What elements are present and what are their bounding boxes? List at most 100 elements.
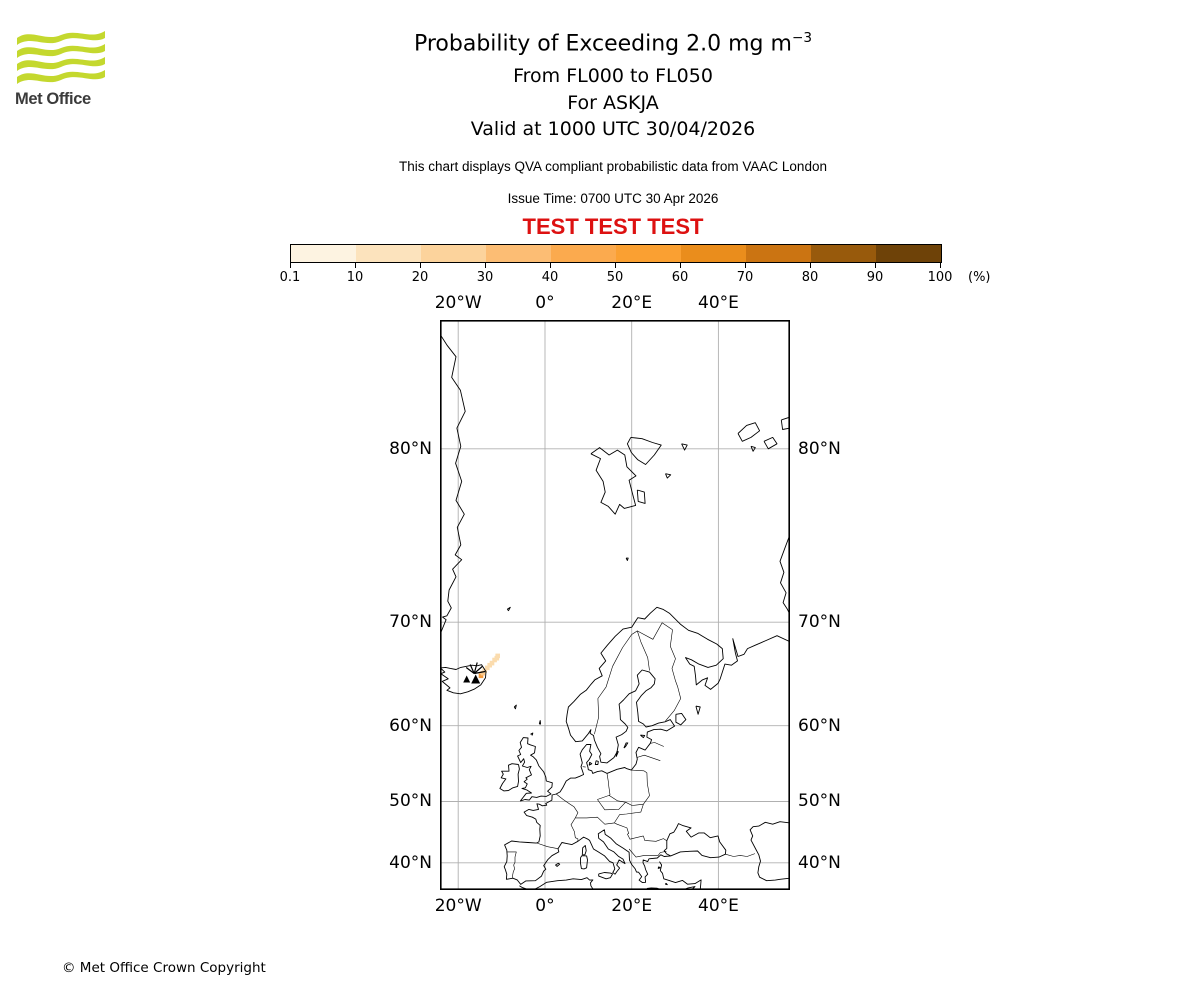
latitude-label-left: 40°N bbox=[389, 852, 432, 873]
country-border bbox=[650, 742, 664, 747]
ash-plume-cell bbox=[489, 660, 495, 666]
test-banner: TEST TEST TEST bbox=[522, 214, 704, 239]
colorbar-unit-label: (%) bbox=[968, 270, 991, 285]
colorbar-tick bbox=[420, 263, 421, 268]
colorbar-tick bbox=[355, 263, 356, 268]
page-title-exponent: −3 bbox=[791, 30, 813, 46]
colorbar-tick-label: 20 bbox=[411, 270, 429, 285]
volcano-eruption-ray bbox=[473, 662, 478, 674]
longitude-label-top: 40°E bbox=[698, 293, 739, 313]
latitude-label-right: 40°N bbox=[798, 852, 841, 873]
coastline bbox=[750, 445, 756, 452]
coastline bbox=[659, 861, 702, 890]
colorbar-segment bbox=[811, 245, 876, 262]
subtitle-flight-levels: From FL000 to FL050 bbox=[513, 65, 713, 87]
country-border bbox=[631, 769, 648, 773]
page-title-main: Probability of Exceeding 2.0 mg m bbox=[413, 31, 792, 57]
colorbar-tick bbox=[550, 263, 551, 268]
colorbar-segment bbox=[551, 245, 616, 262]
colorbar-tick-label: 0.1 bbox=[279, 270, 301, 285]
colorbar-tick bbox=[615, 263, 616, 268]
coastline bbox=[555, 862, 561, 867]
country-border bbox=[665, 629, 681, 722]
coastline bbox=[581, 845, 587, 856]
coastline bbox=[625, 557, 629, 561]
coastline bbox=[580, 855, 588, 870]
ash-plume-cell bbox=[480, 670, 486, 676]
ash-plume-cell bbox=[495, 653, 500, 659]
latitude-label-right: 60°N bbox=[798, 715, 841, 736]
met-office-logo bbox=[17, 31, 105, 84]
colorbar-tick bbox=[485, 263, 486, 268]
coastline bbox=[530, 732, 534, 736]
longitude-label-bottom: 20°E bbox=[611, 896, 653, 916]
coastline bbox=[657, 866, 661, 869]
colorbar-tick bbox=[680, 263, 681, 268]
longitude-label-top: 20°W bbox=[434, 293, 482, 313]
met-office-logo-text: Met Office bbox=[15, 90, 91, 108]
colorbar-segment bbox=[876, 245, 941, 262]
colorbar-segment bbox=[356, 245, 421, 262]
colorbar-tick bbox=[875, 263, 876, 268]
ash-plume-cell bbox=[487, 662, 492, 668]
country-border bbox=[614, 822, 644, 840]
colorbar-tick-label: 100 bbox=[927, 270, 953, 285]
colorbar-tick bbox=[940, 263, 941, 268]
latitude-label-left: 60°N bbox=[389, 715, 432, 736]
coastline bbox=[615, 750, 619, 757]
latitude-label-left: 70°N bbox=[389, 612, 432, 633]
country-border bbox=[625, 801, 644, 806]
colorbar-tick-label: 90 bbox=[866, 270, 884, 285]
country-border bbox=[537, 842, 559, 849]
qva-description: This chart displays QVA compliant probab… bbox=[399, 159, 827, 174]
longitude-label-top: 20°E bbox=[611, 293, 653, 313]
copyright-notice: © Met Office Crown Copyright bbox=[62, 960, 266, 976]
country-border bbox=[643, 772, 650, 805]
coastline bbox=[590, 447, 637, 515]
page-title: Probability of Exceeding 2.0 mg m−3 bbox=[13, 30, 1200, 56]
colorbar-tick bbox=[810, 263, 811, 268]
coastline bbox=[640, 734, 646, 739]
colorbar-segment bbox=[291, 245, 356, 262]
country-border bbox=[575, 816, 615, 825]
coastline bbox=[503, 606, 790, 885]
latitude-label-right: 50°N bbox=[798, 791, 841, 812]
coastline bbox=[763, 436, 778, 450]
colorbar-tick-label: 70 bbox=[736, 270, 754, 285]
ash-plume-cell bbox=[485, 665, 490, 671]
coastline bbox=[675, 712, 687, 726]
volcano-eruption-ray bbox=[469, 664, 475, 674]
issue-time: Issue Time: 0700 UTC 30 Apr 2026 bbox=[507, 191, 719, 206]
colorbar-segment bbox=[681, 245, 746, 262]
probability-map bbox=[440, 320, 790, 890]
country-border bbox=[556, 793, 579, 841]
coastline bbox=[517, 737, 553, 802]
subtitle-valid-time: Valid at 1000 UTC 30/04/2026 bbox=[470, 118, 756, 140]
coastline bbox=[695, 705, 701, 715]
coastline bbox=[681, 443, 688, 451]
country-border bbox=[614, 804, 644, 824]
country-border bbox=[507, 851, 517, 879]
longitude-label-top: 0° bbox=[535, 293, 555, 313]
coastline bbox=[594, 760, 599, 765]
coastline bbox=[665, 882, 668, 886]
country-border bbox=[597, 795, 626, 811]
coastline bbox=[749, 821, 790, 882]
volcano-eruption-icon bbox=[463, 662, 486, 684]
coastline bbox=[737, 422, 761, 442]
colorbar-tick bbox=[745, 263, 746, 268]
colorbar-tick-label: 60 bbox=[671, 270, 689, 285]
colorbar-tick-label: 30 bbox=[476, 270, 494, 285]
coastline bbox=[506, 606, 511, 612]
coastline bbox=[440, 333, 466, 635]
longitude-label-bottom: 0° bbox=[535, 896, 555, 916]
coastline bbox=[780, 416, 790, 430]
coastline bbox=[626, 436, 662, 465]
coastline bbox=[636, 489, 646, 504]
latitude-label-right: 70°N bbox=[798, 612, 841, 633]
colorbar-segment bbox=[421, 245, 486, 262]
country-border bbox=[725, 853, 756, 857]
coastline bbox=[499, 763, 520, 792]
colorbar-segment bbox=[616, 245, 681, 262]
